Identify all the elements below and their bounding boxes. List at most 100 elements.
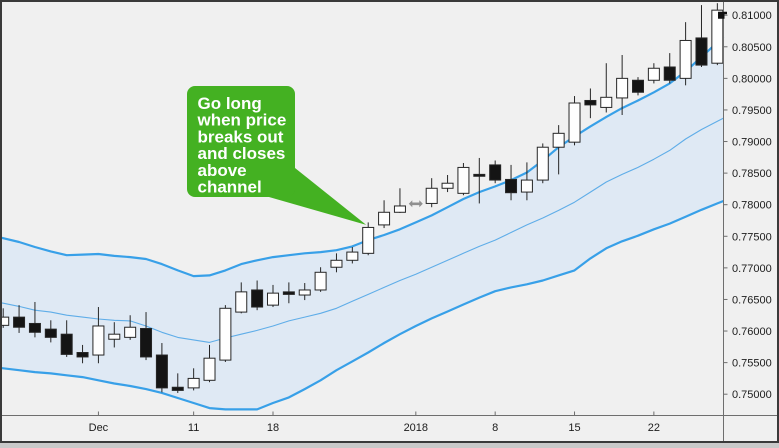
candle xyxy=(647,63,660,84)
bullish-candle-body xyxy=(298,289,311,296)
candle xyxy=(568,96,581,146)
candle xyxy=(282,282,295,304)
bearish-candle-body xyxy=(473,173,486,177)
bullish-candle-body xyxy=(346,251,359,261)
y-axis-label: 0.76500 xyxy=(732,294,772,306)
candle xyxy=(552,125,565,175)
callout-text-line: and closes xyxy=(198,144,286,163)
bullish-candle-body xyxy=(378,211,391,226)
candle xyxy=(584,88,597,119)
candle xyxy=(663,53,676,84)
candle xyxy=(457,163,470,196)
y-axis-label: 0.77000 xyxy=(732,263,772,275)
candle xyxy=(393,188,406,213)
time-axis[interactable]: Dec 11 18 2018 8 15 22 xyxy=(89,411,660,435)
candle xyxy=(489,160,502,184)
bearish-candle-body xyxy=(140,328,153,358)
callout-text-line: above xyxy=(198,161,247,180)
candle xyxy=(108,322,121,348)
candle xyxy=(28,301,41,338)
upper-band-line xyxy=(0,35,725,278)
bullish-candle-body xyxy=(679,39,692,79)
bearish-candle-body xyxy=(44,328,57,338)
y-axis-label: 0.81000 xyxy=(732,10,772,22)
candle xyxy=(92,307,105,364)
candle xyxy=(425,178,438,208)
candle xyxy=(60,320,73,357)
x-axis-label: Dec xyxy=(89,422,109,434)
x-axis-label: 22 xyxy=(648,422,660,434)
lower-band-line xyxy=(0,199,724,411)
bullish-candle-body xyxy=(314,271,327,291)
y-axis-label: 0.79000 xyxy=(732,137,772,149)
bullish-candle-body xyxy=(647,67,660,81)
x-axis-label: 11 xyxy=(188,422,199,434)
candle xyxy=(536,143,549,184)
bullish-candle-body xyxy=(108,333,121,340)
candle xyxy=(0,308,10,328)
candle xyxy=(155,343,168,393)
y-axis-label: 0.79500 xyxy=(732,105,772,117)
bearish-candle-body xyxy=(695,37,708,66)
candle xyxy=(473,157,486,204)
bullish-candle-body xyxy=(711,9,724,64)
x-axis-label: 2018 xyxy=(404,422,428,434)
callout-text-line: when price xyxy=(197,111,287,130)
candle xyxy=(711,3,724,66)
candle xyxy=(171,373,184,393)
bullish-candle-body xyxy=(203,357,216,381)
candle xyxy=(441,175,454,193)
bearish-candle-body xyxy=(60,333,73,355)
y-axis-label: 0.80000 xyxy=(732,73,772,85)
candle xyxy=(76,344,89,364)
candle xyxy=(187,368,200,391)
channel-fill xyxy=(0,36,724,410)
bearish-candle-body xyxy=(282,291,295,295)
candle xyxy=(330,253,343,273)
y-axis-label: 0.76000 xyxy=(732,326,772,338)
callout-text-line: breaks out xyxy=(198,127,284,146)
callout-box xyxy=(187,86,295,197)
candle xyxy=(298,283,311,301)
bullish-candle-body xyxy=(92,325,105,356)
callout-text-line: channel xyxy=(198,178,262,197)
candle xyxy=(140,312,153,361)
bullish-candle-body xyxy=(536,146,549,181)
bullish-candle-body xyxy=(187,377,200,389)
bullish-candle-body xyxy=(266,292,279,306)
bullish-candle-body xyxy=(457,166,470,194)
candle xyxy=(378,200,391,229)
middle-band-line xyxy=(0,117,724,343)
candle xyxy=(632,77,644,96)
bearish-candle-body xyxy=(13,316,26,328)
bullish-candle-body xyxy=(219,307,232,361)
candle xyxy=(362,222,375,256)
bearish-candle-body xyxy=(28,322,41,333)
y-axis-label: 0.78000 xyxy=(732,200,772,212)
last-price-marker xyxy=(718,11,727,19)
candle xyxy=(616,54,629,116)
y-axis-label: 0.77500 xyxy=(732,231,772,243)
price-axis[interactable]: 0.81000 0.80500 0.80000 0.79500 0.79000 0.785… xyxy=(723,10,772,401)
candle xyxy=(124,315,137,340)
bullish-candle-body xyxy=(520,179,533,193)
y-axis-label: 0.75500 xyxy=(732,358,772,370)
candle xyxy=(235,282,248,314)
bullish-candle-body xyxy=(362,226,375,254)
bearish-candle-body xyxy=(489,164,502,181)
candle xyxy=(251,280,264,311)
bullish-candle-body xyxy=(425,187,438,204)
bearish-candle-body xyxy=(251,289,264,308)
y-axis-label: 0.75000 xyxy=(732,389,772,401)
bullish-candle-body xyxy=(124,326,137,338)
candle xyxy=(203,344,216,383)
x-axis-label: 15 xyxy=(568,422,580,434)
x-axis-label: 18 xyxy=(267,422,279,434)
y-axis-label: 0.78500 xyxy=(732,168,772,180)
candle xyxy=(266,284,279,308)
candle xyxy=(520,162,533,201)
